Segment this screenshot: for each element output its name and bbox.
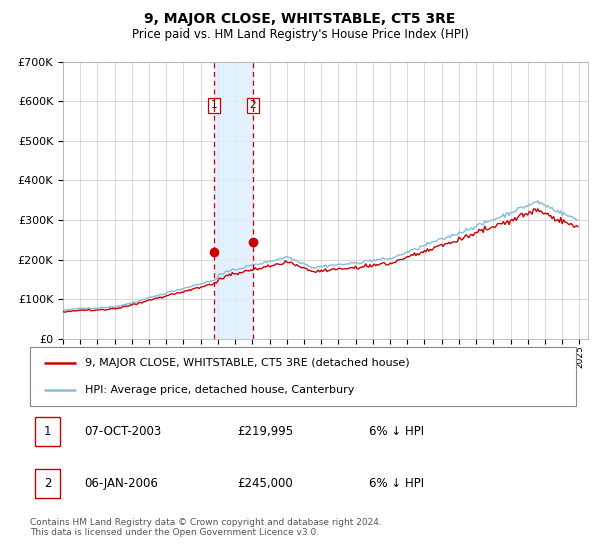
Text: Price paid vs. HM Land Registry's House Price Index (HPI): Price paid vs. HM Land Registry's House …: [131, 28, 469, 41]
Text: 07-OCT-2003: 07-OCT-2003: [85, 425, 162, 438]
Text: 6% ↓ HPI: 6% ↓ HPI: [368, 425, 424, 438]
Text: Contains HM Land Registry data © Crown copyright and database right 2024.
This d: Contains HM Land Registry data © Crown c…: [30, 518, 382, 538]
Text: 06-JAN-2006: 06-JAN-2006: [85, 477, 158, 490]
Text: 2: 2: [44, 477, 52, 490]
Text: 9, MAJOR CLOSE, WHITSTABLE, CT5 3RE (detached house): 9, MAJOR CLOSE, WHITSTABLE, CT5 3RE (det…: [85, 358, 409, 368]
Text: 2: 2: [250, 100, 256, 110]
FancyBboxPatch shape: [35, 469, 60, 498]
Text: 1: 1: [44, 425, 52, 438]
Text: £219,995: £219,995: [238, 425, 293, 438]
Bar: [214, 62, 253, 339]
Text: 9, MAJOR CLOSE, WHITSTABLE, CT5 3RE: 9, MAJOR CLOSE, WHITSTABLE, CT5 3RE: [145, 12, 455, 26]
Text: £245,000: £245,000: [238, 477, 293, 490]
Text: 6% ↓ HPI: 6% ↓ HPI: [368, 477, 424, 490]
FancyBboxPatch shape: [35, 417, 60, 446]
FancyBboxPatch shape: [30, 347, 576, 406]
Text: HPI: Average price, detached house, Canterbury: HPI: Average price, detached house, Cant…: [85, 385, 354, 395]
Text: 1: 1: [211, 100, 217, 110]
